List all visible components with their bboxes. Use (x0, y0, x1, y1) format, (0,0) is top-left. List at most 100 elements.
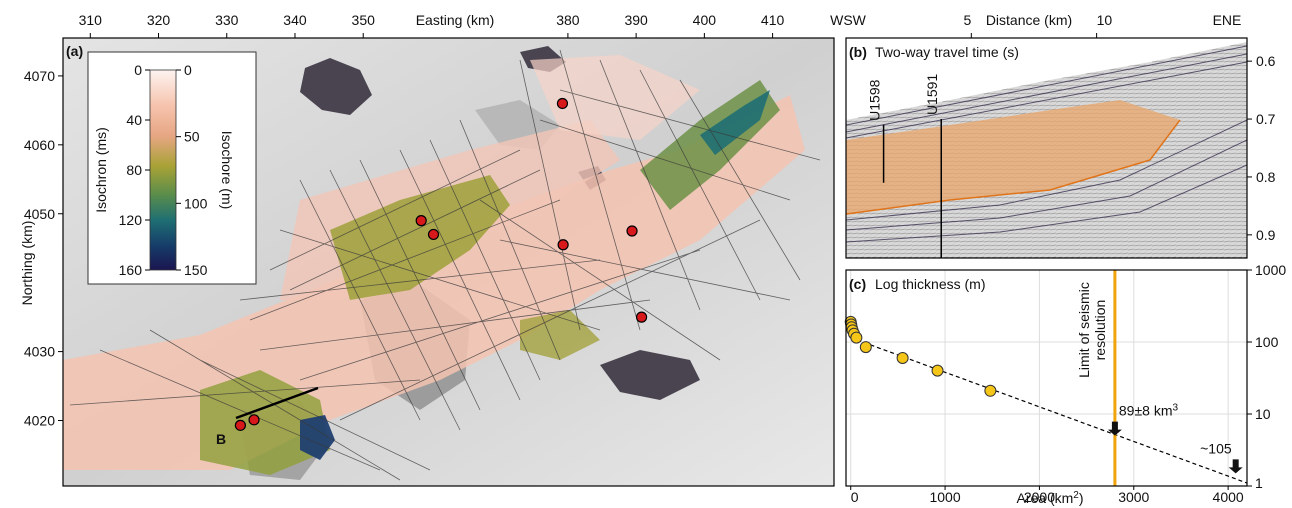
colorbar-right-tick-label: 0 (184, 62, 192, 78)
reflector (846, 119, 1247, 221)
colorbar-left-tick-label: 120 (119, 212, 143, 228)
ene-label: ENE (1213, 12, 1242, 28)
isochore-zone-high (300, 415, 335, 460)
reflector (846, 53, 1247, 133)
y-tick-label: 0.6 (1256, 53, 1276, 69)
site-marker (635, 311, 648, 323)
reflector (846, 164, 1247, 243)
scatter-frame (845, 269, 1248, 487)
data-point (984, 384, 997, 397)
resolution-label-line2: resolution (1092, 300, 1108, 361)
site-marker (415, 215, 427, 227)
x-tick-label: 4000 (1213, 489, 1244, 505)
well-label: U1598 (867, 79, 883, 120)
site-marker (557, 239, 569, 251)
isochore-zone-mid (520, 310, 600, 360)
line-b-label: B (216, 431, 226, 447)
x-tick-label: 5 (964, 12, 972, 28)
volume-label-sup: 3 (1172, 403, 1178, 414)
trend-line (850, 337, 1248, 484)
site-marker (626, 225, 638, 237)
panel-b-xlabel: Distance (km) (986, 12, 1072, 28)
site-marker (556, 97, 569, 110)
x-tick-label: 330 (215, 12, 239, 28)
panel-c-xlabel: Area (km2) (1016, 490, 1083, 506)
y-tick-label: 1000 (1255, 262, 1286, 278)
colorbar-right-tick-label: 150 (184, 262, 208, 278)
area-label-close: ) (1079, 490, 1084, 506)
volume-label: ~105 (1200, 440, 1232, 456)
colorbar-right-tick-label: 50 (184, 129, 200, 145)
x-tick-label: 320 (147, 12, 171, 28)
island-shape (300, 58, 372, 115)
x-tick-label: 310 (79, 12, 103, 28)
reflector (846, 61, 1247, 139)
water-column (846, 38, 1247, 120)
y-tick-label: 4020 (24, 413, 55, 429)
site-marker (234, 419, 246, 431)
map-body: B (63, 38, 834, 486)
y-tick-label: 4030 (24, 344, 55, 360)
unit-base-horizon (846, 119, 1181, 215)
x-tick-label: 1000 (929, 489, 960, 505)
panel-b: U1598 U1591 (b) Two-way travel time (s) W… (830, 12, 1276, 259)
data-point (850, 331, 863, 344)
x-tick-label: 400 (693, 12, 717, 28)
seismic-line-b (235, 386, 319, 420)
x-tick-label: 2000 (1024, 489, 1055, 505)
x-tick-label: 0 (851, 489, 859, 505)
map-frame (62, 37, 835, 487)
y-tick-label: 100 (1255, 334, 1279, 350)
panel-b-axes: 5 10 0.6 0.7 0.8 0.9 (964, 12, 1276, 243)
volume-arrow (1107, 421, 1122, 436)
colorbar-ticks: 0 40 80 120 160 0 50 100 150 (119, 62, 208, 278)
resolution-label-line1: Limit of seismic (1076, 282, 1092, 378)
volume-label-text: ~105 (1200, 440, 1232, 456)
panel-c-title: Log thickness (m) (875, 276, 985, 292)
colorbar-right-tick-label: 100 (184, 195, 208, 211)
panel-a-xlabel: Easting (km) (416, 12, 495, 28)
colorbar-left-tick-label: 0 (134, 62, 142, 78)
x-tick-label: 380 (556, 12, 580, 28)
panel-c-label: (c) (849, 276, 866, 292)
colorbar-right-label: Isochore (m) (219, 131, 235, 210)
island-shape (600, 350, 700, 400)
area-label-text: Area (km (1016, 490, 1073, 506)
volume-arrow (1228, 459, 1243, 474)
site-marker (427, 228, 440, 241)
reflector (846, 45, 1247, 126)
x-tick-label: 3000 (1118, 489, 1149, 505)
panel-a-ylabel: Northing (km) (19, 221, 35, 306)
colorbar-gradient (149, 69, 177, 271)
y-tick-label: 0.9 (1256, 227, 1276, 243)
x-tick-label: 10 (1097, 12, 1113, 28)
panel-c-marks: Limit of seismic resolution 89±8 km3 ~105 (844, 270, 1248, 486)
panel-c: Limit of seismic resolution 89±8 km3 ~105 (… (844, 262, 1286, 506)
y-tick-label: 4050 (24, 206, 55, 222)
seismic-frame (845, 37, 1248, 259)
scatter-background (846, 270, 1247, 486)
panel-a-axes: 310 320 330 340 350 380 390 400 410 4020 4030 4050 4… (24, 12, 785, 429)
seismic-reflectors (846, 45, 1247, 243)
x-tick-label: 410 (761, 12, 785, 28)
x-tick-label: 350 (352, 12, 376, 28)
data-point (896, 351, 909, 364)
y-tick-label: 4070 (24, 68, 55, 84)
panel-b-label: (b) (849, 44, 867, 60)
data-point (931, 364, 944, 377)
panel-b-title: Two-way travel time (s) (875, 44, 1019, 60)
wells: U1598 U1591 (867, 74, 942, 258)
y-tick-label: 10 (1255, 406, 1271, 422)
x-tick-label: 390 (624, 12, 648, 28)
colorbar-left-tick-label: 80 (126, 162, 142, 178)
seismic-unit-highlight (846, 100, 1180, 215)
wsw-label: WSW (830, 12, 867, 28)
y-tick-label: 4060 (24, 137, 55, 153)
panel-a: B (a) 310 320 330 340 350 380 390 400 4104020403… (19, 12, 835, 487)
panel-c-axes: 0 1000 2000 3000 4000 1 10 100 1000 (850, 262, 1286, 505)
colorbar-left-label: Isochron (ms) (93, 127, 109, 213)
well-label: U1591 (924, 74, 940, 115)
area-label-sup: 2 (1073, 490, 1079, 501)
x-tick-label: 340 (283, 12, 307, 28)
